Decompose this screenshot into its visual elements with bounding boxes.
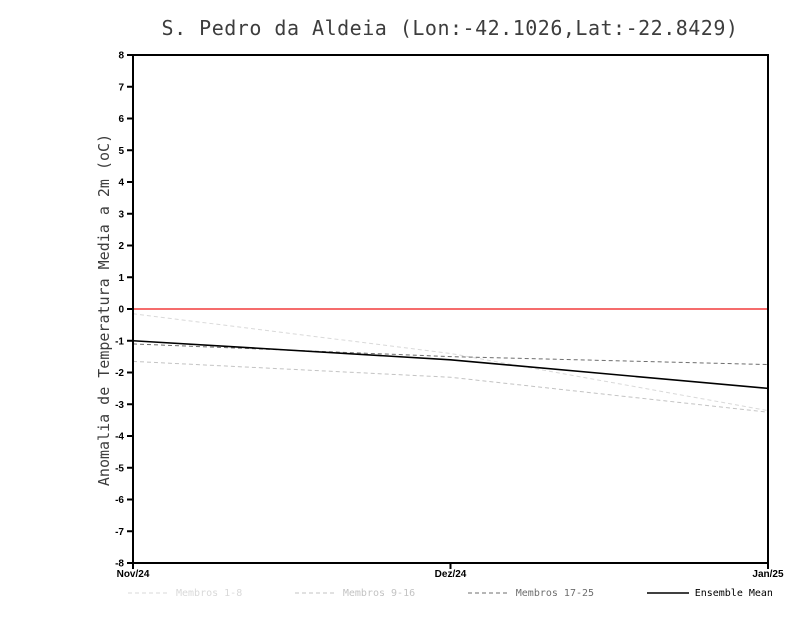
y-tick-label: 5 — [118, 146, 124, 157]
legend-line-swatch — [467, 592, 510, 594]
y-tick-label: -8 — [115, 559, 124, 570]
y-tick-label: 1 — [118, 273, 124, 284]
y-tick-label: -1 — [115, 336, 124, 347]
legend-line-swatch — [128, 592, 170, 594]
x-tick-label: Dez/24 — [435, 569, 467, 580]
legend-label: Membros 17-25 — [515, 587, 595, 599]
y-tick-label: -6 — [115, 495, 124, 506]
y-tick-label: -7 — [115, 527, 124, 538]
series-line-0 — [132, 313, 769, 412]
series-line-1 — [132, 360, 769, 413]
y-tick-label: -2 — [115, 368, 124, 379]
legend-item: Membros 1-8 — [128, 588, 242, 599]
legend-label: Membros 1-8 — [176, 587, 243, 599]
y-tick-label: 7 — [118, 82, 124, 93]
y-tick-label: -4 — [115, 432, 124, 443]
y-tick-label: 2 — [118, 241, 124, 252]
y-tick-label: -3 — [115, 400, 124, 411]
legend-label: Membros 9-16 — [342, 587, 416, 599]
series-line-3 — [132, 339, 769, 390]
x-tick-label: Jan/25 — [752, 569, 784, 580]
chart-title: S. Pedro da Aldeia (Lon:-42.1026,Lat:-22… — [161, 16, 739, 40]
series-line-2 — [132, 343, 769, 366]
y-tick-label: 3 — [118, 209, 124, 220]
y-tick-label: 0 — [118, 305, 124, 316]
legend-line-swatch — [294, 592, 337, 594]
y-tick-label: 4 — [118, 178, 124, 189]
legend-item: Membros 9-16 — [294, 587, 416, 599]
legend-line-swatch — [646, 592, 689, 594]
y-tick-label: -5 — [115, 463, 124, 474]
y-tick-label: 6 — [118, 114, 124, 125]
x-tick-label: Nov/24 — [117, 569, 150, 580]
legend-item: Ensemble Mean — [646, 587, 773, 599]
legend-item: Membros 17-25 — [467, 587, 595, 599]
y-tick-label: 8 — [118, 51, 124, 62]
legend: Membros 1-8 Membros 9-16 Membros 17-25 Ense… — [128, 585, 773, 601]
legend-label: Ensemble Mean — [694, 587, 773, 599]
